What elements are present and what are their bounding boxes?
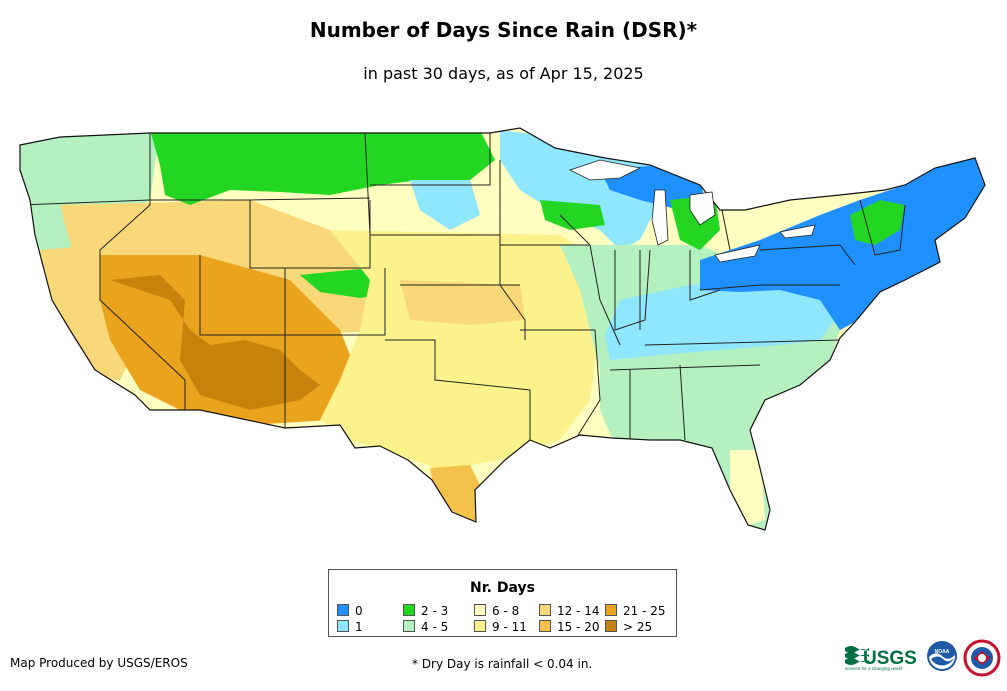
legend-item: 2 - 3 [403, 604, 448, 618]
legend-label: 15 - 20 [557, 620, 600, 634]
legend-item: 0 [337, 604, 363, 618]
map-title: Number of Days Since Rain (DSR)* [309, 18, 698, 42]
map-credit: Map Produced by USGS/EROS [10, 656, 188, 670]
zone-12-14-central-plains [400, 280, 525, 325]
legend-swatch [539, 604, 551, 616]
zone-9-11-plains [320, 230, 600, 470]
zone-1-dakotas [410, 180, 480, 230]
legend-item: 4 - 5 [403, 620, 448, 634]
legend-label: 6 - 8 [492, 604, 520, 618]
legend-label: 12 - 14 [557, 604, 600, 618]
footnote: * Dry Day is rainfall < 0.04 in. [412, 657, 593, 671]
lake-erie [714, 244, 761, 263]
zone-6-8-florida [730, 450, 765, 525]
legend-swatch [403, 604, 415, 616]
zone-1-ohio-valley [605, 280, 835, 360]
usgs-tagline: science for a changing world [845, 666, 903, 671]
legend-swatch [403, 620, 415, 632]
legend: Nr. Days 0 1 2 - 3 4 - 5 6 - 8 9 - 11 12… [328, 569, 677, 637]
zone-2-3-new-england [850, 200, 905, 245]
zone-2-3-wisconsin [540, 200, 605, 230]
legend-title: Nr. Days [470, 580, 535, 596]
legend-item: 15 - 20 [539, 620, 600, 634]
legend-item: 6 - 8 [474, 604, 519, 618]
legend-label: 1 [355, 620, 363, 634]
us-dsr-map [0, 120, 1007, 540]
zone-4-5-southeast [620, 360, 790, 445]
map-subtitle: in past 30 days, as of Apr 15, 2025 [363, 64, 644, 83]
noaa-wordmark: NOAA [935, 649, 950, 655]
zone-gt25-arizona [240, 345, 290, 395]
legend-swatch [337, 604, 349, 616]
usgs-wordmark: USGS [863, 648, 917, 669]
lake-superior [568, 159, 642, 181]
usgs-logo: USGS science for a changing world [845, 646, 917, 671]
legend-swatch [474, 620, 486, 632]
legend-item: > 25 [605, 620, 652, 634]
legend-swatch [539, 620, 551, 632]
legend-swatch [605, 604, 617, 616]
legend-item: 21 - 25 [605, 604, 666, 618]
zone-0-northeast [700, 158, 985, 330]
legend-swatch [605, 620, 617, 632]
nws-logo [963, 639, 1001, 677]
legend-item: 12 - 14 [539, 604, 600, 618]
legend-label: 4 - 5 [421, 620, 449, 634]
zone-2-3-montana [150, 130, 495, 205]
noaa-logo: NOAA [927, 641, 957, 671]
legend-label: 9 - 11 [492, 620, 527, 634]
lake-ontario [779, 224, 816, 239]
lake-huron [689, 191, 716, 226]
lake-michigan [651, 189, 669, 246]
legend-item: 1 [337, 620, 363, 634]
legend-label: 2 - 3 [421, 604, 449, 618]
legend-label: > 25 [623, 620, 653, 634]
legend-item: 9 - 11 [474, 620, 527, 634]
legend-label: 0 [355, 604, 363, 618]
legend-swatch [337, 620, 349, 632]
legend-label: 21 - 25 [623, 604, 666, 618]
legend-swatch [474, 604, 486, 616]
zone-15-20-south-texas [430, 465, 485, 522]
